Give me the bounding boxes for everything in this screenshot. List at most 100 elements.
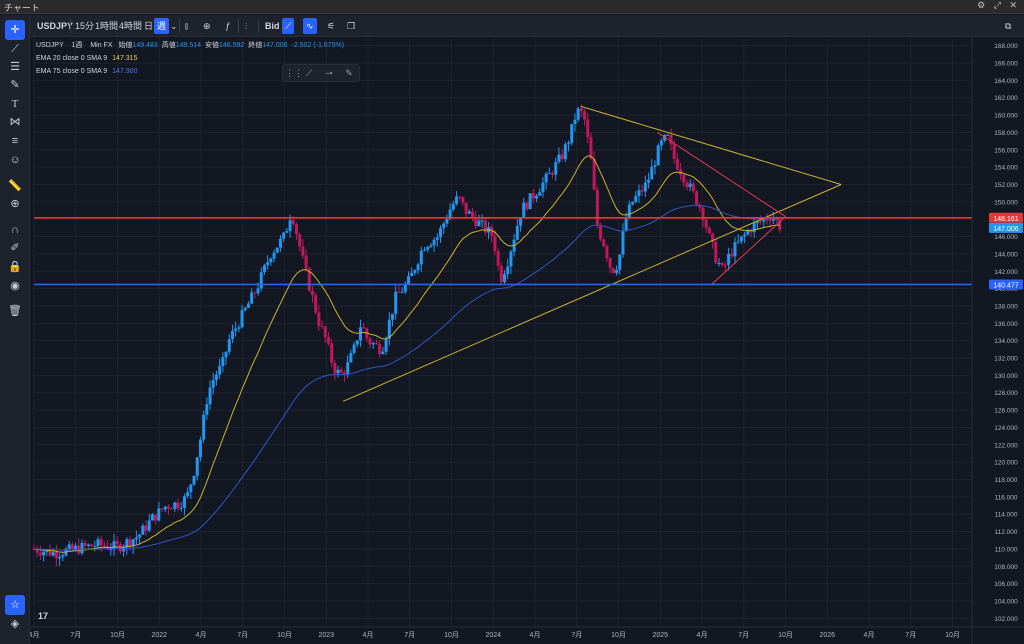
candle-body — [131, 539, 135, 547]
close-icon[interactable]: ✕ — [1009, 0, 1020, 10]
tradingview-logo: 17 — [38, 611, 48, 621]
ruler-lines-icon[interactable]: ≡ — [11, 135, 19, 147]
chevron-down-icon[interactable]: ⌄ — [170, 21, 178, 31]
legend-symbol[interactable]: USDJPY — [36, 42, 64, 49]
zoom-icon[interactable]: ⊕ — [10, 198, 20, 210]
candle-body — [423, 249, 427, 251]
bid-button[interactable]: Bid — [265, 21, 280, 31]
price-tick-label: 138.000 — [994, 303, 1018, 310]
trendline-icon[interactable]: ⟋ — [305, 68, 313, 78]
ema75-row[interactable]: EMA 75 close 0 SMA 9 147.900 — [36, 66, 344, 77]
candle-body — [515, 225, 519, 240]
horizontal-ray-icon[interactable]: ⊸ — [325, 68, 333, 78]
bar-type-icon[interactable]: ⫾ — [185, 21, 188, 31]
candle-body — [192, 475, 196, 485]
symbol-button[interactable]: USDJPY — [37, 21, 74, 31]
trendline-icon[interactable]: ⟋ — [11, 43, 19, 55]
candle-body — [659, 140, 663, 146]
emoji-icon[interactable]: ☺ — [9, 154, 21, 166]
fib-icon[interactable]: ☰ — [10, 61, 20, 73]
star-icon[interactable]: ☆ — [5, 595, 25, 615]
window-controls[interactable]: ⚙ ⤢ ✕ — [977, 0, 1020, 11]
candle-body — [464, 202, 468, 214]
candle-body — [599, 225, 603, 240]
measure-icon[interactable]: 📏 — [8, 180, 22, 192]
interval-day[interactable]: 日 — [144, 21, 154, 31]
interval-week[interactable]: 週 — [154, 18, 170, 34]
text-icon[interactable]: T — [11, 98, 19, 110]
triangle-lower-line — [342, 184, 842, 402]
open-label: 始値 — [118, 42, 133, 49]
eye-icon[interactable]: ◉ — [10, 280, 20, 292]
candle-body — [35, 549, 39, 553]
candle-body — [154, 514, 158, 521]
candle-body — [714, 242, 718, 264]
brush-icon[interactable]: ✎ — [345, 68, 353, 78]
drag-handle-icon[interactable]: ⋮⋮ — [285, 68, 303, 78]
candle-body — [51, 552, 55, 556]
candle-body — [125, 539, 129, 548]
candle-body — [48, 549, 52, 556]
time-tick-label: 2023 — [318, 632, 334, 639]
candle-body — [736, 241, 740, 243]
candle-body — [560, 154, 564, 160]
candle-body — [467, 211, 471, 214]
candle-body — [346, 362, 350, 375]
candle-body — [294, 224, 298, 235]
time-tick-label: 2026 — [819, 632, 835, 639]
resistance-price-label-bg — [989, 212, 1023, 223]
time-tick-label: 4月 — [363, 631, 374, 639]
interval-1h[interactable]: 1時間 — [95, 21, 119, 31]
change-value: -2.502 (-1.675%) — [291, 42, 345, 49]
candle-body — [262, 265, 266, 273]
candle-body — [493, 236, 497, 251]
fullscreen-icon[interactable]: ⧉ — [1005, 21, 1012, 31]
lock-draw-icon[interactable]: ✐ — [10, 242, 20, 254]
settings-icon[interactable]: ⚙ — [977, 0, 989, 10]
candle-body — [528, 193, 532, 210]
trash-icon[interactable]: 🗑 — [8, 305, 22, 317]
add-indicator-icon[interactable]: ⊕ — [203, 21, 211, 31]
candle-body — [634, 196, 638, 202]
candle-body — [394, 291, 398, 314]
candle-body — [557, 154, 561, 163]
candle-body — [221, 357, 225, 366]
line-chart-icon[interactable]: ⟋ — [282, 18, 295, 34]
lock-icon[interactable]: 🔒 — [8, 261, 22, 273]
interval-4h[interactable]: 4時間 — [119, 21, 143, 31]
candle-body — [384, 338, 388, 352]
price-chart[interactable]: 102.000 104.000 106.000 108.000 110.000 112.0… — [30, 37, 1024, 644]
candle-body — [727, 253, 731, 265]
crosshair-icon[interactable]: ✛ — [5, 20, 25, 40]
wave-icon[interactable]: ∿ — [303, 18, 317, 34]
magnet-icon[interactable]: ∩ — [11, 224, 19, 236]
layers-icon[interactable]: ◈ — [10, 618, 20, 630]
price-tick-label: 114.000 — [994, 512, 1017, 519]
ema20-row[interactable]: EMA 20 close 0 SMA 9 147.315 — [36, 53, 344, 64]
alert-icon[interactable]: ⚟ — [327, 21, 336, 31]
candle-body — [698, 204, 702, 208]
candle-body — [45, 549, 49, 552]
interval-15m[interactable]: 15分 — [75, 21, 95, 31]
candle-body — [342, 372, 346, 375]
candle-body — [733, 242, 737, 257]
current-price-label: 147.006 — [993, 226, 1018, 233]
candle-body — [330, 343, 334, 363]
candle-body — [669, 134, 673, 145]
candle-body — [317, 312, 321, 326]
compare-icon[interactable]: ⫶ — [245, 21, 248, 31]
pattern-icon[interactable]: ⋈ — [9, 116, 21, 128]
candle-body — [483, 220, 487, 233]
function-icon[interactable]: ƒ — [225, 21, 231, 31]
low-label: 安値 — [204, 42, 219, 49]
candle-body — [109, 549, 113, 551]
candle-body — [704, 220, 708, 228]
layout-icon[interactable]: ❐ — [347, 21, 356, 31]
candle-body — [554, 162, 558, 175]
wedge-upper-line — [657, 132, 786, 218]
brush-icon[interactable]: ✎ — [10, 79, 20, 91]
candle-body — [490, 227, 494, 237]
candle-body — [653, 165, 657, 167]
ema20-value: 147.315 — [112, 55, 138, 62]
maximize-icon[interactable]: ⤢ — [993, 0, 1004, 10]
